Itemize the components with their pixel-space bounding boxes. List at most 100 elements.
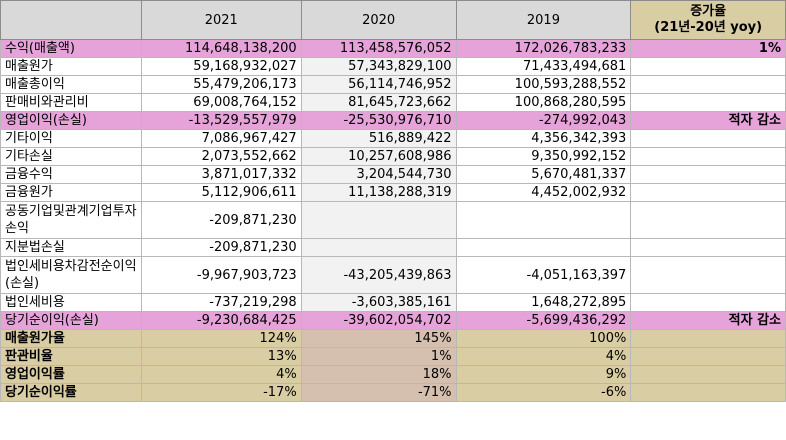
header-2020: 2020 xyxy=(300,0,457,40)
value-2019: 4% xyxy=(455,347,632,366)
growth-rate-value xyxy=(630,365,786,384)
value-2019: 9,350,992,152 xyxy=(455,147,632,166)
table-row: 판매비와관리비 69,008,764,152 81,645,723,662 100,8… xyxy=(0,93,786,112)
table-row: 매출원가 59,168,932,027 57,343,829,100 71,433,4… xyxy=(0,57,786,76)
value-2019: 4,452,002,932 xyxy=(455,183,632,202)
growth-rate-value xyxy=(630,329,786,348)
row-label: 판매비와관리비 xyxy=(0,93,142,112)
value-2020: 18% xyxy=(300,365,457,384)
table-row: 수익(매출액) 114,648,138,200 113,458,576,052 172… xyxy=(0,39,786,58)
value-2021: -17% xyxy=(140,383,302,402)
table-row: 매출원가율 124% 145% 100% xyxy=(0,329,786,348)
row-label: 지분법손실 xyxy=(0,238,142,257)
value-2021: 3,871,017,332 xyxy=(140,165,302,184)
value-2019: 100,868,280,595 xyxy=(455,93,632,112)
row-label: 금융원가 xyxy=(0,183,142,202)
table-row: 판관비율 13% 1% 4% xyxy=(0,347,786,366)
growth-rate-subtitle: (21년-20년 yoy) xyxy=(654,20,763,35)
value-2021: 7,086,967,427 xyxy=(140,129,302,148)
table-row: 기타손실 2,073,552,662 10,257,608,986 9,350,992… xyxy=(0,147,786,166)
value-2021: -209,871,230 xyxy=(140,201,302,239)
row-label: 수익(매출액) xyxy=(0,39,142,58)
table-row: 영업이익(손실) -13,529,557,979 -25,530,976,710 -2… xyxy=(0,111,786,130)
value-2019: -4,051,163,397 xyxy=(455,256,632,294)
growth-rate-value xyxy=(630,238,786,257)
value-2020: 57,343,829,100 xyxy=(300,57,457,76)
value-2021: 5,112,906,611 xyxy=(140,183,302,202)
value-2020: -71% xyxy=(300,383,457,402)
growth-rate-value xyxy=(630,57,786,76)
value-2020: 3,204,544,730 xyxy=(300,165,457,184)
value-2019: 9% xyxy=(455,365,632,384)
value-2021: -13,529,557,979 xyxy=(140,111,302,130)
value-2019: 172,026,783,233 xyxy=(455,39,632,58)
header-2021: 2021 xyxy=(140,0,302,40)
table-row: 금융원가 5,112,906,611 11,138,288,319 4,452,002… xyxy=(0,183,786,202)
value-2021: 55,479,206,173 xyxy=(140,75,302,94)
value-2020 xyxy=(300,201,457,239)
growth-rate-value xyxy=(630,347,786,366)
row-label: 금융수익 xyxy=(0,165,142,184)
row-label: 매출원가 xyxy=(0,57,142,76)
value-2021: 4% xyxy=(140,365,302,384)
value-2019: -5,699,436,292 xyxy=(455,311,632,330)
row-label: 매출원가율 xyxy=(0,329,142,348)
value-2019: -6% xyxy=(455,383,632,402)
value-2020: 81,645,723,662 xyxy=(300,93,457,112)
growth-rate-value xyxy=(630,383,786,402)
table-row: 금융수익 3,871,017,332 3,204,544,730 5,670,481,… xyxy=(0,165,786,184)
value-2019: 100% xyxy=(455,329,632,348)
value-2021: 2,073,552,662 xyxy=(140,147,302,166)
row-label: 당기순이익률 xyxy=(0,383,142,402)
row-label: 매출총이익 xyxy=(0,75,142,94)
value-2020: -3,603,385,161 xyxy=(300,293,457,312)
row-label: 법인세비용 xyxy=(0,293,142,312)
table-row: 당기순이익(손실) -9,230,684,425 -39,602,054,702 -5… xyxy=(0,311,786,330)
header-2019: 2019 xyxy=(455,0,632,40)
value-2021: -209,871,230 xyxy=(140,238,302,257)
header-growth-rate: 증가율 (21년-20년 yoy) xyxy=(630,0,786,40)
row-label: 영업이익(손실) xyxy=(0,111,142,130)
growth-rate-value xyxy=(630,256,786,294)
value-2020: 10,257,608,986 xyxy=(300,147,457,166)
row-label: 기타손실 xyxy=(0,147,142,166)
value-2021: -9,230,684,425 xyxy=(140,311,302,330)
growth-rate-value xyxy=(630,75,786,94)
value-2020: 11,138,288,319 xyxy=(300,183,457,202)
value-2019: -274,992,043 xyxy=(455,111,632,130)
growth-rate-value xyxy=(630,293,786,312)
value-2020: 516,889,422 xyxy=(300,129,457,148)
row-label: 법인세비용차감전순이익(손실) xyxy=(0,256,142,294)
growth-rate-value xyxy=(630,201,786,239)
value-2021: -9,967,903,723 xyxy=(140,256,302,294)
financial-statement-table: 2021 2020 2019 증가율 (21년-20년 yoy) 수익(매출액)… xyxy=(0,0,786,402)
value-2021: 59,168,932,027 xyxy=(140,57,302,76)
value-2021: 13% xyxy=(140,347,302,366)
value-2019: 71,433,494,681 xyxy=(455,57,632,76)
value-2020: 145% xyxy=(300,329,457,348)
table-row: 영업이익률 4% 18% 9% xyxy=(0,365,786,384)
value-2019 xyxy=(455,201,632,239)
header-row: 2021 2020 2019 증가율 (21년-20년 yoy) xyxy=(0,0,786,40)
value-2020: -39,602,054,702 xyxy=(300,311,457,330)
value-2020: 56,114,746,952 xyxy=(300,75,457,94)
growth-rate-title: 증가율 xyxy=(690,4,727,19)
row-label: 판관비율 xyxy=(0,347,142,366)
value-2019: 1,648,272,895 xyxy=(455,293,632,312)
value-2019: 100,593,288,552 xyxy=(455,75,632,94)
table-row: 법인세비용차감전순이익(손실) -9,967,903,723 -43,205,439… xyxy=(0,256,786,294)
value-2020: -43,205,439,863 xyxy=(300,256,457,294)
value-2020 xyxy=(300,238,457,257)
table-row: 매출총이익 55,479,206,173 56,114,746,952 100,593… xyxy=(0,75,786,94)
growth-rate-value xyxy=(630,183,786,202)
header-corner-cell xyxy=(0,0,142,40)
growth-rate-value xyxy=(630,129,786,148)
row-label: 영업이익률 xyxy=(0,365,142,384)
table-row: 지분법손실 -209,871,230 xyxy=(0,238,786,257)
growth-rate-value xyxy=(630,147,786,166)
value-2020: 1% xyxy=(300,347,457,366)
value-2020: -25,530,976,710 xyxy=(300,111,457,130)
row-label: 공동기업및관계기업투자손익 xyxy=(0,201,142,239)
value-2021: 124% xyxy=(140,329,302,348)
growth-rate-value xyxy=(630,165,786,184)
